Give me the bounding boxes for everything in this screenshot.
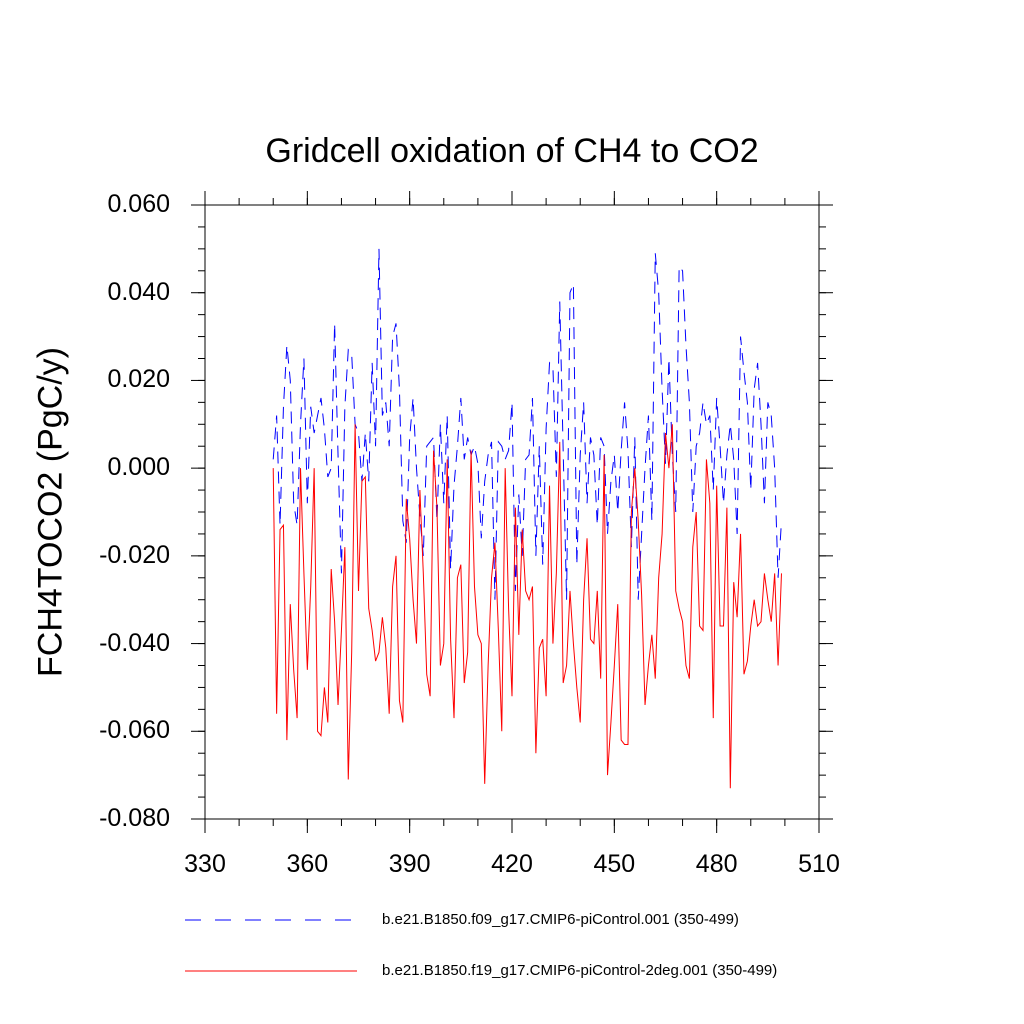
y-tick-label: -0.060 bbox=[99, 716, 170, 745]
x-tick-label: 480 bbox=[695, 850, 738, 878]
y-tick-label: 0.020 bbox=[107, 365, 170, 394]
legend-label-series-1: b.e21.B1850.f09_g17.CMIP6-piControl.001 … bbox=[382, 911, 739, 928]
y-tick-label: 0.040 bbox=[107, 277, 170, 306]
y-tick-label: 0.000 bbox=[107, 453, 170, 482]
legend-label-series-2: b.e21.B1850.f19_g17.CMIP6-piControl-2deg… bbox=[382, 962, 778, 979]
x-tick-label: 420 bbox=[491, 850, 533, 878]
y-tick-label: -0.040 bbox=[99, 628, 170, 657]
x-tick-label: 360 bbox=[286, 850, 329, 878]
chart-title: Gridcell oxidation of CH4 to CO2 bbox=[265, 132, 759, 170]
y-tick-label: -0.020 bbox=[99, 540, 170, 569]
y-tick-label: 0.060 bbox=[107, 190, 170, 218]
series-line-2 bbox=[272, 424, 782, 789]
x-tick-label: 510 bbox=[798, 850, 840, 878]
x-tick-label: 450 bbox=[593, 850, 636, 878]
x-tick-label: 390 bbox=[388, 850, 431, 878]
x-tick-label: 330 bbox=[184, 850, 226, 878]
y-tick-label: -0.080 bbox=[99, 804, 170, 832]
series-line-1 bbox=[272, 248, 782, 600]
